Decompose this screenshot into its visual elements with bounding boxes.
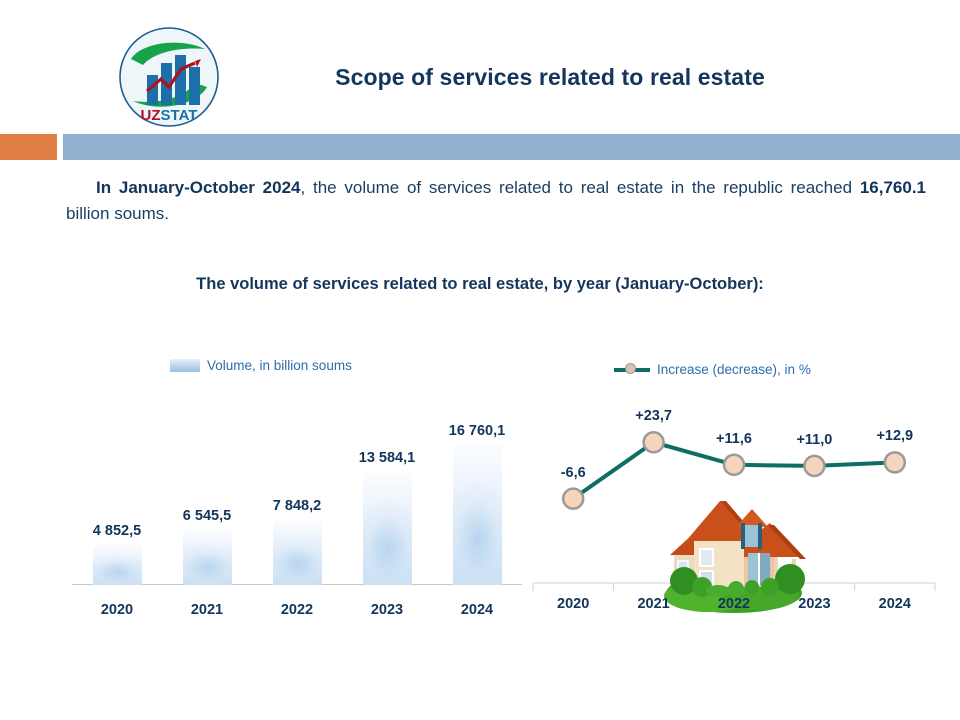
bar-shape	[182, 530, 232, 585]
chart-heading: The volume of services related to real e…	[196, 275, 764, 293]
line-value-label: +11,0	[796, 431, 833, 448]
bar-shape	[362, 472, 412, 585]
line-value-label: +12,9	[876, 428, 914, 445]
line-marker	[642, 431, 665, 454]
intro-value: 16,760.1	[859, 178, 927, 197]
bar-column: 13 584,1 2023	[342, 450, 432, 618]
bar-value-label: 13 584,1	[358, 450, 416, 466]
legend-swatch-icon	[170, 359, 200, 372]
page-title: Scope of services related to real estate	[335, 64, 765, 90]
uzstat-logo: UZSTAT	[117, 25, 221, 129]
bar-value-label: 6 545,5	[182, 508, 232, 524]
line-marker	[803, 454, 826, 478]
bar-shape	[272, 520, 322, 585]
line-plot-area: -6,6 2020 +23,7 2021 +11,6 2022 +11,0 2023 +12,9…	[520, 380, 950, 623]
house-photo	[648, 475, 818, 617]
line-value-label: +23,7	[635, 408, 672, 425]
svg-text:UZSTAT: UZSTAT	[141, 107, 198, 124]
divider-bar	[63, 134, 960, 160]
line-category-label: 2021	[637, 596, 670, 612]
intro-mid: , the volume of services related to real…	[300, 178, 860, 197]
line-series-svg	[532, 431, 936, 591]
bar-category-label: 2022	[280, 602, 314, 618]
bar-category-label: 2020	[100, 602, 134, 618]
line-value-label: -6,6	[560, 464, 586, 481]
line-category-label: 2022	[717, 596, 751, 612]
line-category-label: 2024	[878, 596, 911, 612]
legend-line-marker-icon	[614, 362, 650, 374]
line-marker	[722, 453, 746, 477]
line-category-label: 2020	[557, 596, 590, 612]
bar-value-label: 4 852,5	[92, 523, 142, 539]
bar-category-label: 2021	[190, 602, 224, 618]
line-marker	[883, 451, 907, 474]
line-marker	[561, 487, 585, 510]
bar-chart-legend: Volume, in billion soums	[170, 358, 352, 373]
bar-shape	[452, 445, 502, 585]
bar-column: 7 848,2 2022	[252, 498, 342, 618]
bar-column: 6 545,5 2021	[162, 508, 252, 618]
intro-tail: billion soums.	[66, 204, 169, 223]
bar-chart-panel: Volume, in billion soums 4 852,5 2020 6 54…	[60, 340, 530, 620]
bar-category-label: 2023	[370, 602, 404, 618]
bar-column: 4 852,5 2020	[72, 523, 162, 618]
bar-category-label: 2024	[460, 602, 494, 618]
bar-value-label: 7 848,2	[272, 498, 322, 514]
intro-lead: In January-October 2024	[96, 178, 301, 197]
line-chart-panel: Increase (decrease), in %	[520, 340, 950, 620]
line-legend-label: Increase (decrease), in %	[657, 362, 811, 377]
intro-paragraph: In January-October 2024, the volume of s…	[66, 175, 926, 227]
bar-column: 16 760,1 2024	[432, 423, 522, 618]
bar-value-label: 16 760,1	[448, 423, 506, 439]
line-category-label: 2023	[798, 596, 831, 612]
divider-accent-block	[0, 134, 57, 160]
bar-shape	[92, 545, 142, 585]
bar-plot-area: 4 852,5 2020 6 545,5 2021 7 848,2 2022 13 584,…	[60, 380, 530, 623]
bar-legend-label: Volume, in billion soums	[207, 358, 352, 373]
line-value-label: +11,6	[716, 430, 752, 447]
line-chart-legend: Increase (decrease), in %	[614, 362, 811, 377]
